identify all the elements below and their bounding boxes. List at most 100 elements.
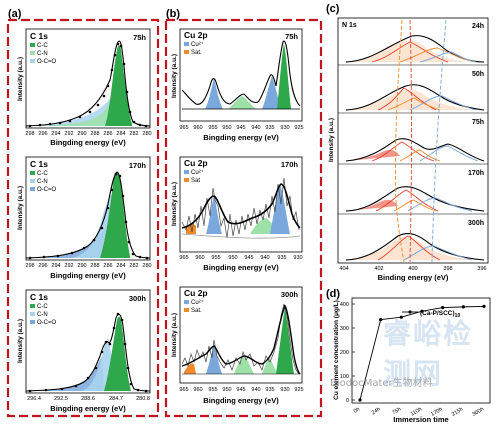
watermark-ruiyu: 睿峪检测网 — [383, 317, 474, 390]
c1s-75h-xlabel: Bingding energy (eV) — [50, 138, 126, 147]
cu2p-300h-title: Cu 2p — [184, 288, 208, 298]
c1s-170h-xtick: 294 — [51, 263, 60, 269]
panel-b-label: (b) — [166, 8, 180, 20]
cu2p-170h-xtick: 940 — [260, 255, 269, 261]
cu2p-300h-xtick: 945 — [236, 387, 245, 393]
panel-a-label: (a) — [8, 8, 22, 20]
c1s-300h-time: 300h — [129, 294, 147, 303]
cu2p-170h-legend-1: Sat — [191, 178, 200, 184]
c1s-75h-xtick: 288 — [90, 131, 99, 137]
c1s-75h-xtick: 298 — [25, 131, 34, 137]
chart-d-xtick: 170h — [430, 407, 444, 418]
cu2p-170h-xtick: 930 — [293, 255, 302, 261]
n1s-xlabel: Binding energy (eV) — [378, 273, 449, 282]
c1s-75h-xtick: 282 — [129, 131, 138, 137]
cu2p-300h-xtick: 935 — [265, 387, 274, 393]
c1s-75h-xtick: 292 — [64, 131, 73, 137]
cu2p-300h-subplot: Cu 2p 300h Cu²⁺ Sat. 965 960 955 950 945… — [171, 286, 304, 405]
cu2p-300h-legend-1: Sat. — [191, 308, 202, 314]
c1s-300h-xtick: 280.8 — [136, 396, 150, 402]
n1s-xtick: 402 — [374, 266, 383, 272]
chart-d-xlabel: Immersion time — [393, 415, 448, 424]
c1s-75h-xtick: 294 — [51, 131, 60, 137]
n1s-time-50h: 50h — [472, 71, 484, 78]
n1s-time-75h: 75h — [472, 119, 484, 126]
c1s-75h-ylabel: Intensity (a.u.) — [17, 57, 24, 101]
c1s-300h-legend-0: C-C — [37, 304, 48, 310]
cu-concentration-chart: 0 100 200 300 400 0h 24h 75h 110h 170h 215h 300h (… — [333, 297, 491, 424]
c1s-75h-title: C 1s — [30, 31, 48, 41]
cu2p-170h-xlabel: Bingding energy (eV) — [203, 263, 279, 272]
cu2p-75h-xtick: 950 — [222, 125, 231, 131]
cu2p-75h-title: Cu 2p — [184, 30, 208, 40]
cu2p-170h-subplot: Cu 2p 170h Cu²⁺ Sat 965 960 955 950 945 … — [171, 156, 303, 272]
panel-d-label: (d) — [326, 288, 340, 300]
c1s-170h-xtick: 298 — [25, 263, 34, 269]
c1s-75h-legend-0: C-C — [37, 43, 48, 49]
cu2p-300h-ylabel: Intensity (a.u.) — [171, 313, 178, 357]
cu2p-75h-legend-1: Sat. — [191, 50, 202, 56]
c1s-75h-xtick: 286 — [103, 131, 112, 137]
cu2p-170h-xtick: 960 — [195, 255, 204, 261]
cu2p-170h-xtick: 945 — [244, 255, 253, 261]
cu2p-300h-time: 300h — [281, 290, 299, 299]
chart-d-point — [461, 305, 465, 309]
c1s-170h-xtick: 284 — [116, 263, 125, 269]
cu2p-300h-xtick: 930 — [280, 387, 289, 393]
c1s-75h-xtick: 280 — [142, 131, 151, 137]
cu2p-170h-xtick: 965 — [179, 255, 188, 261]
chart-d-ytick: 300 — [340, 326, 349, 332]
panel-b-border — [164, 18, 323, 418]
c1s-170h-xtick: 280 — [142, 263, 151, 269]
cu2p-75h-xtick: 935 — [265, 125, 274, 131]
cu2p-300h-xlabel: Bingding energy (eV) — [203, 396, 279, 405]
cu2p-75h-xtick: 955 — [208, 125, 217, 131]
c1s-300h-xtick: 284.7 — [109, 396, 123, 402]
c1s-170h-xtick: 296 — [38, 263, 47, 269]
cu2p-75h-xtick: 965 — [179, 125, 188, 131]
n1s-title: N 1s — [342, 22, 357, 29]
c1s-300h-subplot: C 1s 300h C-C C-N O-C=O 296.4 292.5 288.… — [17, 289, 151, 413]
cu2p-300h-legend-0: Cu²⁺ — [191, 299, 204, 306]
cu2p-75h-xtick: 930 — [280, 125, 289, 131]
cu2p-300h-xtick: 950 — [222, 387, 231, 393]
chart-d-point — [358, 398, 362, 402]
c1s-170h-time: 170h — [129, 161, 147, 170]
chart-d-legend-marker — [408, 310, 412, 314]
n1s-time-300h: 300h — [468, 220, 484, 227]
c1s-170h-xtick: 288 — [90, 263, 99, 269]
cu2p-75h-xtick: 940 — [251, 125, 260, 131]
chart-d-ytick: 400 — [340, 302, 349, 308]
c1s-170h-subplot: C 1s 170h C-C C-N O-C=O 298 296 294 292 … — [17, 156, 152, 280]
cu2p-300h-xtick: 940 — [251, 387, 260, 393]
c1s-300h-legend-1: C-N — [37, 312, 48, 318]
cu2p-75h-xtick: 960 — [193, 125, 202, 131]
c1s-170h-legend-2: O-C=O — [37, 187, 57, 193]
cu2p-170h-legend-0: Cu²⁺ — [191, 169, 204, 176]
cu2p-170h-xtick: 950 — [228, 255, 237, 261]
c1s-170h-legend-0: C-C — [37, 171, 48, 177]
c1s-170h-xtick: 286 — [103, 263, 112, 269]
c1s-170h-xlabel: Bingding energy (eV) — [50, 271, 126, 280]
chart-d-xtick: 110h — [410, 407, 423, 418]
n1s-xtick: 396 — [477, 266, 486, 272]
chart-d-xtick: 215h — [451, 407, 465, 418]
c1s-300h-ylabel: Intensity (a.u.) — [17, 319, 24, 363]
c1s-75h-xtick: 296 — [38, 131, 47, 137]
cu2p-75h-xlabel: Bingding energy (eV) — [203, 133, 279, 142]
c1s-170h-xtick: 282 — [129, 263, 138, 269]
chart-d-frame — [351, 297, 491, 404]
cu2p-170h-time: 170h — [281, 160, 299, 169]
c1s-300h-title: C 1s — [30, 292, 48, 302]
c1s-75h-time: 75h — [133, 33, 146, 42]
cu2p-75h-legend-0: Cu²⁺ — [191, 41, 204, 48]
cu2p-75h-xtick: 945 — [236, 125, 245, 131]
c1s-300h-xtick: 292.5 — [54, 396, 68, 402]
c1s-300h-legend-2: O-C=O — [37, 320, 57, 326]
chart-d-xtick: 75h — [391, 407, 402, 417]
c1s-170h-ylabel: Intensity (a.u.) — [17, 186, 24, 230]
chart-d-xtick: 24h — [371, 407, 382, 417]
c1s-300h-xlabel: Bingding energy (eV) — [50, 404, 126, 413]
watermark-wechat: BiodocMater生物材料 — [330, 378, 433, 389]
n1s-ylabel: Intensity (a.u.) — [328, 118, 335, 162]
